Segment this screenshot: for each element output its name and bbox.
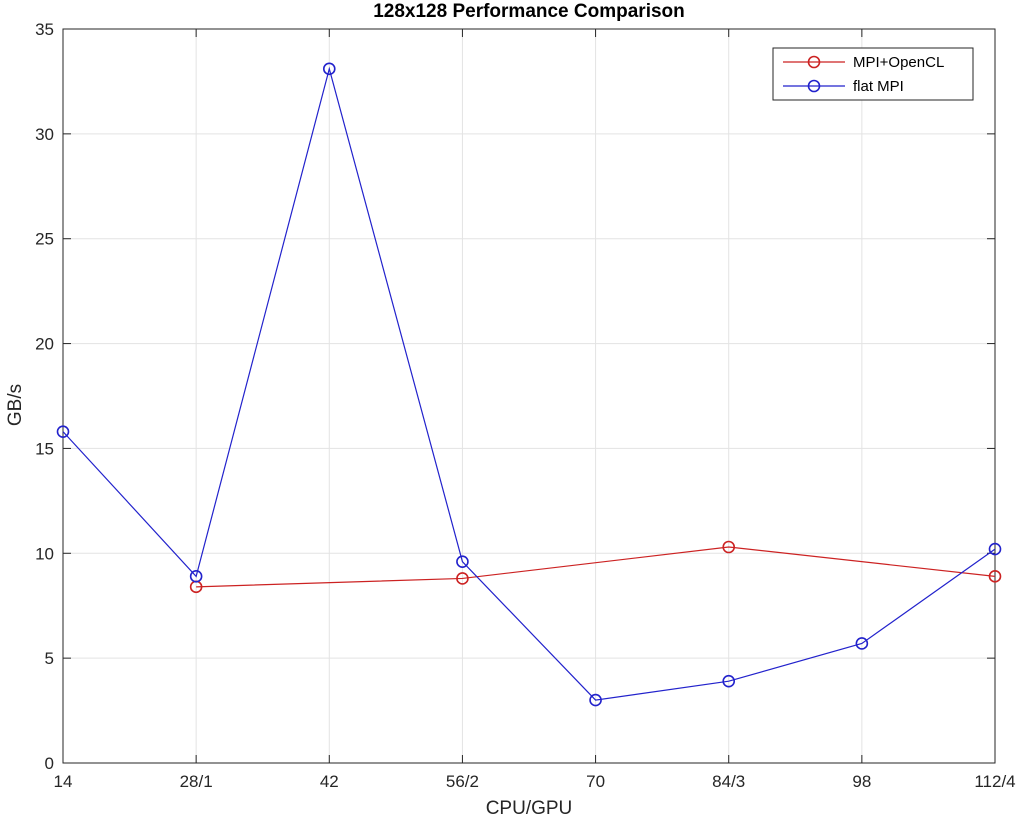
data-point-marker — [589, 693, 602, 707]
data-point-marker — [189, 570, 203, 583]
data-point-marker — [722, 540, 736, 554]
legend-marker — [807, 79, 821, 93]
y-axis-label: GB/s — [5, 384, 26, 426]
x-tick-label: 14 — [54, 772, 73, 791]
x-tick-label: 112/4 — [974, 772, 1015, 791]
series-line — [62, 66, 996, 701]
y-tick-label: 30 — [35, 125, 54, 144]
y-tick-label: 25 — [35, 230, 54, 249]
data-point-marker — [322, 62, 336, 76]
chart-title: 128x128 Performance Comparison — [373, 1, 685, 22]
data-point-marker — [56, 425, 70, 438]
plot-area — [62, 28, 996, 764]
legend-item: MPI+OpenCL — [783, 54, 944, 71]
legend-label: flat MPI — [853, 78, 904, 95]
legend-label: MPI+OpenCL — [853, 54, 944, 71]
series-line — [196, 546, 996, 588]
y-tick-label: 20 — [35, 335, 54, 354]
y-tick-label: 15 — [35, 439, 54, 458]
x-tick-label: 70 — [586, 772, 605, 791]
data-point-marker — [988, 542, 1002, 556]
x-tick-label: 42 — [320, 772, 339, 791]
x-tick-label: 28/1 — [180, 772, 213, 791]
legend-item: flat MPI — [783, 78, 904, 95]
x-tick-label: 56/2 — [446, 772, 479, 791]
legend: MPI+OpenCL flat MPI — [772, 47, 974, 101]
y-tick-label: 0 — [45, 754, 54, 773]
x-tick-label: 98 — [852, 772, 871, 791]
axis-ticks: 14 28/1 42 56/2 70 84/3 98 112/4 0 5 10 15 20 25 30 35 — [35, 20, 1016, 791]
legend-marker — [807, 55, 821, 69]
grid — [63, 29, 995, 763]
data-point-marker — [722, 674, 736, 688]
y-tick-label: 5 — [45, 649, 54, 668]
data-point-marker — [855, 637, 869, 650]
y-tick-label: 35 — [35, 20, 54, 39]
x-axis-label: CPU/GPU — [486, 798, 573, 819]
data-point-marker — [988, 570, 1002, 583]
x-tick-label: 84/3 — [712, 772, 745, 791]
data-point-marker — [456, 555, 469, 568]
data-point-marker — [456, 572, 469, 585]
series-group — [56, 62, 1002, 707]
series-flat-mpi — [56, 62, 1002, 707]
legend-box — [772, 47, 974, 101]
y-tick-label: 10 — [35, 544, 54, 563]
